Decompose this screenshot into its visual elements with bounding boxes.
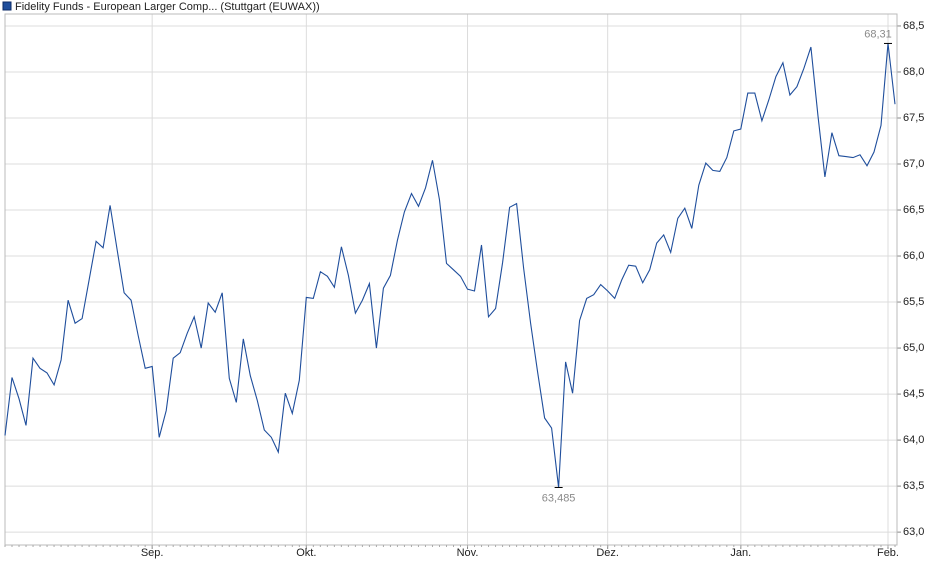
x-tick-label: Nov. xyxy=(457,547,479,559)
y-tick-label: 68,5 xyxy=(903,20,924,32)
y-tick-label: 66,0 xyxy=(903,250,924,262)
y-tick-label: 65,5 xyxy=(903,296,924,308)
plot-frame xyxy=(4,13,898,546)
y-tick-label: 64,0 xyxy=(903,434,924,446)
y-tick-label: 66,5 xyxy=(903,204,924,216)
x-tick-label: Okt. xyxy=(296,547,316,559)
y-tick-label: 67,5 xyxy=(903,112,924,124)
x-tick-label: Dez. xyxy=(596,547,619,559)
price-line xyxy=(4,43,896,488)
x-tick-label: Feb. xyxy=(877,547,899,559)
y-tick-label: 64,5 xyxy=(903,388,924,400)
y-tick-label: 63,5 xyxy=(903,480,924,492)
x-tick-label: Jan. xyxy=(730,547,751,559)
y-tick-label: 63,0 xyxy=(903,526,924,538)
x-tick-label: Sep. xyxy=(141,547,164,559)
y-tick-label: 65,0 xyxy=(903,342,924,354)
y-tick-label: 67,0 xyxy=(903,158,924,170)
value-label: 63,485 xyxy=(542,492,576,504)
legend-swatch xyxy=(2,1,12,11)
y-tick-label: 68,0 xyxy=(903,66,924,78)
chart-title: Fidelity Funds - European Larger Comp...… xyxy=(15,1,320,13)
value-label: 68,31 xyxy=(864,28,892,40)
